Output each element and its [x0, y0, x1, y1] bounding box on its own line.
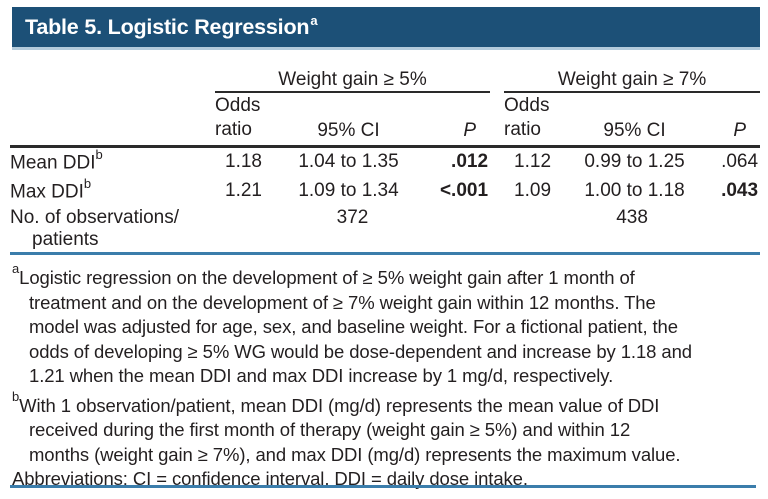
col-header-p-g1: P: [425, 92, 491, 148]
cell-ci-g2: 1.00 to 1.18: [584, 180, 685, 201]
empty-cell: [10, 92, 215, 148]
cell-or-g1: 1.18: [225, 150, 262, 172]
footnote-a-line: treatment and on the development of ≥ 7%…: [29, 291, 656, 313]
gap-cell: [490, 206, 505, 255]
footnote-b-line: received during the first month of thera…: [29, 419, 631, 441]
odds-label-line2: ratio: [215, 118, 252, 140]
footnote-b-line: bWith 1 observation/patient, mean DDI (m…: [12, 389, 764, 419]
footnote-b-line: months (weight gain ≥ 7%), and max DDI (…: [29, 443, 681, 465]
group-header-weight-gain-7: Weight gain ≥ 7%: [504, 58, 761, 93]
footnote-a-line: model was adjusted for age, sex, and bas…: [29, 316, 678, 338]
cell-or-g2: 1.09: [514, 180, 552, 201]
row-label-observations: No. of observations/ patients: [10, 206, 215, 255]
group-header-row: Weight gain ≥ 5% Weight gain ≥ 7%: [10, 58, 761, 93]
footnote-a-line: odds of developing ≥ 5% WG would be dose…: [29, 340, 692, 362]
col-header-odds-ratio-g2: Odds ratio: [504, 92, 562, 148]
table-title-bar: Table 5. Logistic Regressiona: [12, 7, 760, 50]
table-title: Table 5. Logistic Regressiona: [12, 12, 318, 40]
gap-cell: [490, 58, 504, 92]
observations-label-line2: patients: [32, 229, 99, 250]
row-label-text: Mean DDI: [10, 152, 96, 174]
footnote-a-marker: a: [12, 261, 20, 276]
footnote-text: Logistic regression on the development o…: [19, 267, 635, 289]
footnote-a-line: aLogistic regression on the development …: [12, 261, 764, 291]
row-footnote-marker: b: [83, 176, 92, 192]
odds-label-line1: Odds: [504, 94, 550, 116]
group-header-weight-gain-5: Weight gain ≥ 5%: [215, 58, 491, 93]
footnote-b-marker: b: [12, 388, 20, 404]
row-label-mean-ddi: Mean DDIb: [10, 146, 215, 176]
footnote-text: With 1 observation/patient, mean DDI (mg…: [19, 394, 660, 416]
table-row-mean-ddi: Mean DDIb 1.18 1.04 to 1.35 .012 1.12 0.…: [10, 146, 760, 176]
cell-ci-g1: 1.09 to 1.34: [298, 180, 399, 201]
col-header-ci-g2: 95% CI: [561, 92, 709, 148]
odds-label-line1: Odds: [215, 94, 261, 116]
col-header-ci-g1: 95% CI: [272, 92, 425, 148]
cell-ci-g1: 1.04 to 1.35: [298, 150, 399, 172]
observations-label-line1: No. of observations/: [10, 207, 179, 228]
row-label-text: Max DDI: [10, 181, 84, 203]
abbreviations-line: Abbreviations: CI = confidence interval,…: [12, 468, 528, 490]
gap-cell: [490, 176, 504, 206]
col-header-odds-ratio-g1: Odds ratio: [215, 92, 272, 148]
col-header-p-g2: P: [708, 92, 761, 148]
sub-header-row: Odds ratio 95% CI P Odds ratio 95% CI P: [10, 92, 761, 148]
row-footnote-marker: b: [95, 147, 103, 163]
bottom-rule: [10, 485, 756, 488]
empty-cell: [10, 58, 215, 92]
table-row-max-ddi: Max DDIb 1.21 1.09 to 1.34 <.001 1.09 1.…: [10, 176, 760, 206]
table-title-text: Table 5. Logistic Regression: [25, 15, 310, 40]
cell-p-g2: .064: [721, 150, 759, 172]
cell-p-g1: .012: [451, 150, 489, 172]
gap-cell: [490, 92, 505, 148]
cell-observations-g1: 372: [215, 206, 491, 255]
cell-p-g2: .043: [721, 180, 759, 201]
cell-or-g1: 1.21: [225, 180, 262, 201]
row-label-max-ddi: Max DDIb: [10, 176, 215, 206]
logistic-regression-table: Weight gain ≥ 5% Weight gain ≥ 7% Odds r…: [10, 58, 761, 255]
footnotes: aLogistic regression on the development …: [12, 261, 764, 492]
table-row-observations: No. of observations/ patients 372 438: [10, 206, 761, 255]
cell-observations-g2: 438: [504, 206, 761, 255]
footnote-a-line: 1.21 when the mean DDI and max DDI incre…: [29, 365, 614, 387]
cell-or-g2: 1.12: [514, 150, 552, 172]
table-title-footnote-marker: a: [310, 12, 318, 28]
cell-p-g1: <.001: [439, 180, 489, 201]
cell-ci-g2: 0.99 to 1.25: [584, 150, 685, 172]
odds-label-line2: ratio: [504, 118, 541, 140]
gap-cell: [490, 146, 504, 176]
